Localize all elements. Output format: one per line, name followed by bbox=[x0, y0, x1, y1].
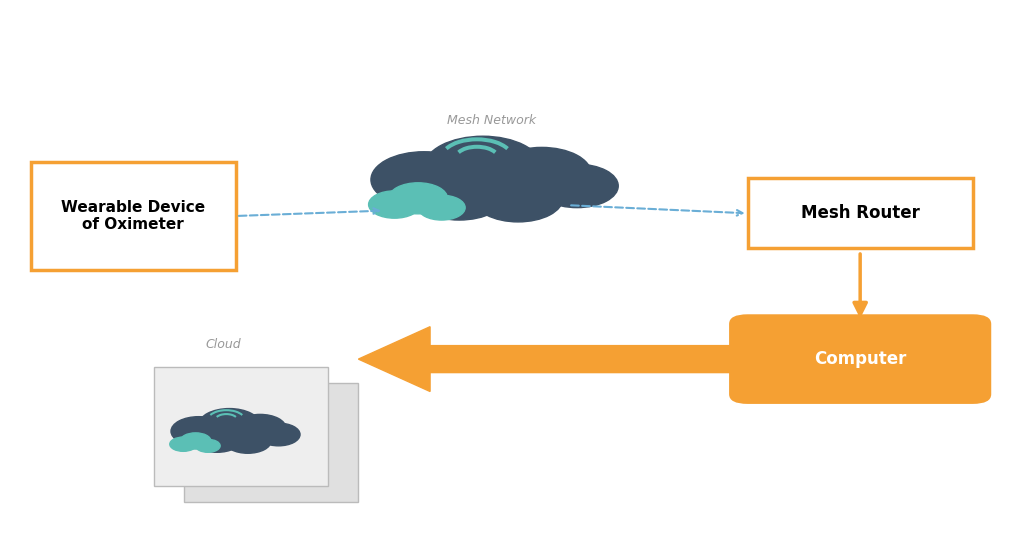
Circle shape bbox=[418, 195, 465, 220]
FancyBboxPatch shape bbox=[31, 162, 236, 270]
FancyBboxPatch shape bbox=[154, 367, 328, 486]
Circle shape bbox=[493, 147, 591, 200]
Circle shape bbox=[170, 437, 197, 451]
Circle shape bbox=[180, 433, 211, 449]
Polygon shape bbox=[358, 327, 742, 392]
Text: Computer: Computer bbox=[814, 350, 906, 368]
Circle shape bbox=[224, 429, 271, 453]
Circle shape bbox=[196, 440, 220, 453]
Circle shape bbox=[424, 136, 542, 198]
Circle shape bbox=[171, 417, 226, 446]
Circle shape bbox=[388, 183, 447, 214]
FancyBboxPatch shape bbox=[729, 314, 991, 404]
Circle shape bbox=[257, 423, 300, 446]
Circle shape bbox=[193, 427, 242, 453]
Text: Mesh Router: Mesh Router bbox=[801, 204, 920, 222]
Circle shape bbox=[234, 414, 286, 442]
Text: Cloud: Cloud bbox=[206, 338, 241, 351]
Circle shape bbox=[536, 164, 618, 207]
FancyBboxPatch shape bbox=[184, 383, 358, 502]
Circle shape bbox=[412, 171, 506, 220]
Circle shape bbox=[371, 152, 477, 207]
Circle shape bbox=[369, 191, 421, 218]
FancyBboxPatch shape bbox=[748, 178, 973, 248]
Text: Wearable Device
of Oximeter: Wearable Device of Oximeter bbox=[61, 200, 205, 232]
Text: Mesh Network: Mesh Network bbox=[446, 114, 537, 127]
Circle shape bbox=[473, 175, 563, 222]
Circle shape bbox=[199, 409, 260, 441]
